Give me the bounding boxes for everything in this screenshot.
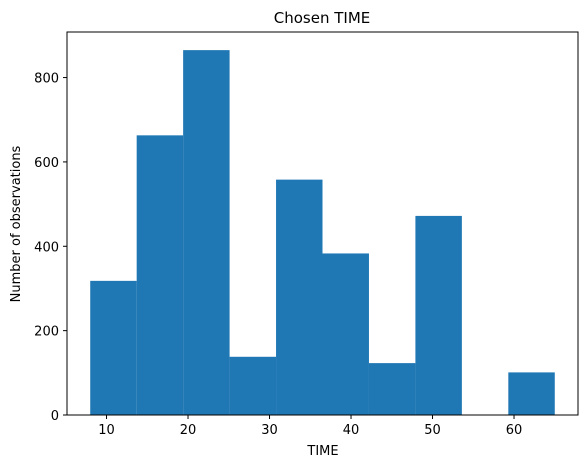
x-tick-label: 30: [261, 423, 278, 438]
x-axis-label: TIME: [306, 444, 338, 459]
y-tick-label: 800: [34, 72, 59, 87]
histogram-bar-7: [368, 363, 416, 415]
histogram-bar-5: [276, 179, 323, 415]
x-tick-label: 10: [98, 423, 115, 438]
y-tick-label: 0: [51, 409, 59, 424]
y-axis-label: Number of observations: [9, 145, 24, 302]
histogram-bar-6: [322, 253, 369, 415]
x-tick-label: 20: [180, 423, 197, 438]
histogram-bar-2: [136, 135, 184, 415]
histogram-bar-10: [508, 372, 555, 415]
y-tick-label: 600: [34, 156, 59, 171]
x-tick-label: 40: [343, 423, 360, 438]
histogram-bar-8: [415, 215, 462, 415]
chart-title: Chosen TIME: [274, 9, 370, 27]
histogram-bar-4: [229, 356, 277, 415]
x-tick-label: 60: [506, 423, 523, 438]
y-tick-label: 200: [34, 325, 59, 340]
histogram-bar-1: [90, 280, 137, 415]
y-axis-ticks: 0 200 400 600 800: [34, 72, 67, 424]
x-axis-ticks: 10 20 30 40 50 60: [98, 415, 522, 438]
bars-group: [90, 50, 555, 415]
y-tick-label: 400: [34, 240, 59, 255]
x-tick-label: 50: [424, 423, 441, 438]
histogram-bar-3: [183, 50, 230, 415]
plot-area-frame: [66, 31, 579, 416]
